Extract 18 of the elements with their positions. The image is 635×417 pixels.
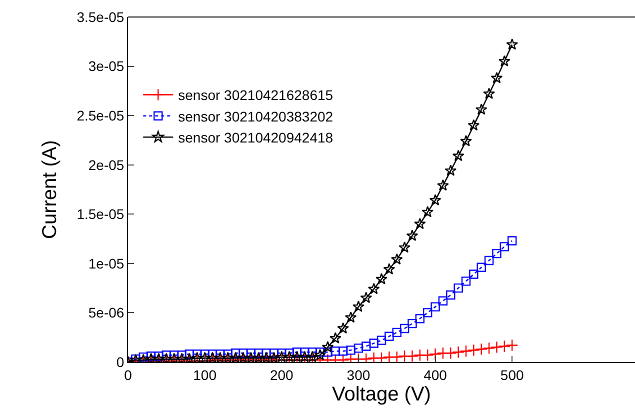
y-tick-label: 3.5e-05 xyxy=(76,8,124,25)
y-axis-title: Current (A) xyxy=(39,140,62,239)
legend-label: sensor 30210420383202 xyxy=(178,108,334,124)
y-tick-label: 1e-05 xyxy=(88,255,124,272)
x-axis-title: Voltage (V) xyxy=(332,383,431,406)
x-tick-label: 500 xyxy=(500,366,524,383)
y-tick-label: 0 xyxy=(116,354,124,370)
x-tick-label: 400 xyxy=(424,366,448,383)
x-tick-label: 100 xyxy=(193,366,217,383)
legend-label: sensor 30210420942418 xyxy=(178,130,334,146)
x-tick-label: 200 xyxy=(270,366,294,383)
y-tick-label: 2e-05 xyxy=(88,156,124,173)
x-tick-label: 300 xyxy=(346,366,370,383)
y-tick-label: 3e-05 xyxy=(88,58,124,74)
y-tick-label: 1.5e-05 xyxy=(76,206,124,222)
y-tick-label: 2.5e-05 xyxy=(76,107,124,124)
legend-label: sensor 30210421628615 xyxy=(178,87,334,104)
y-tick-label: 5e-06 xyxy=(88,304,124,321)
